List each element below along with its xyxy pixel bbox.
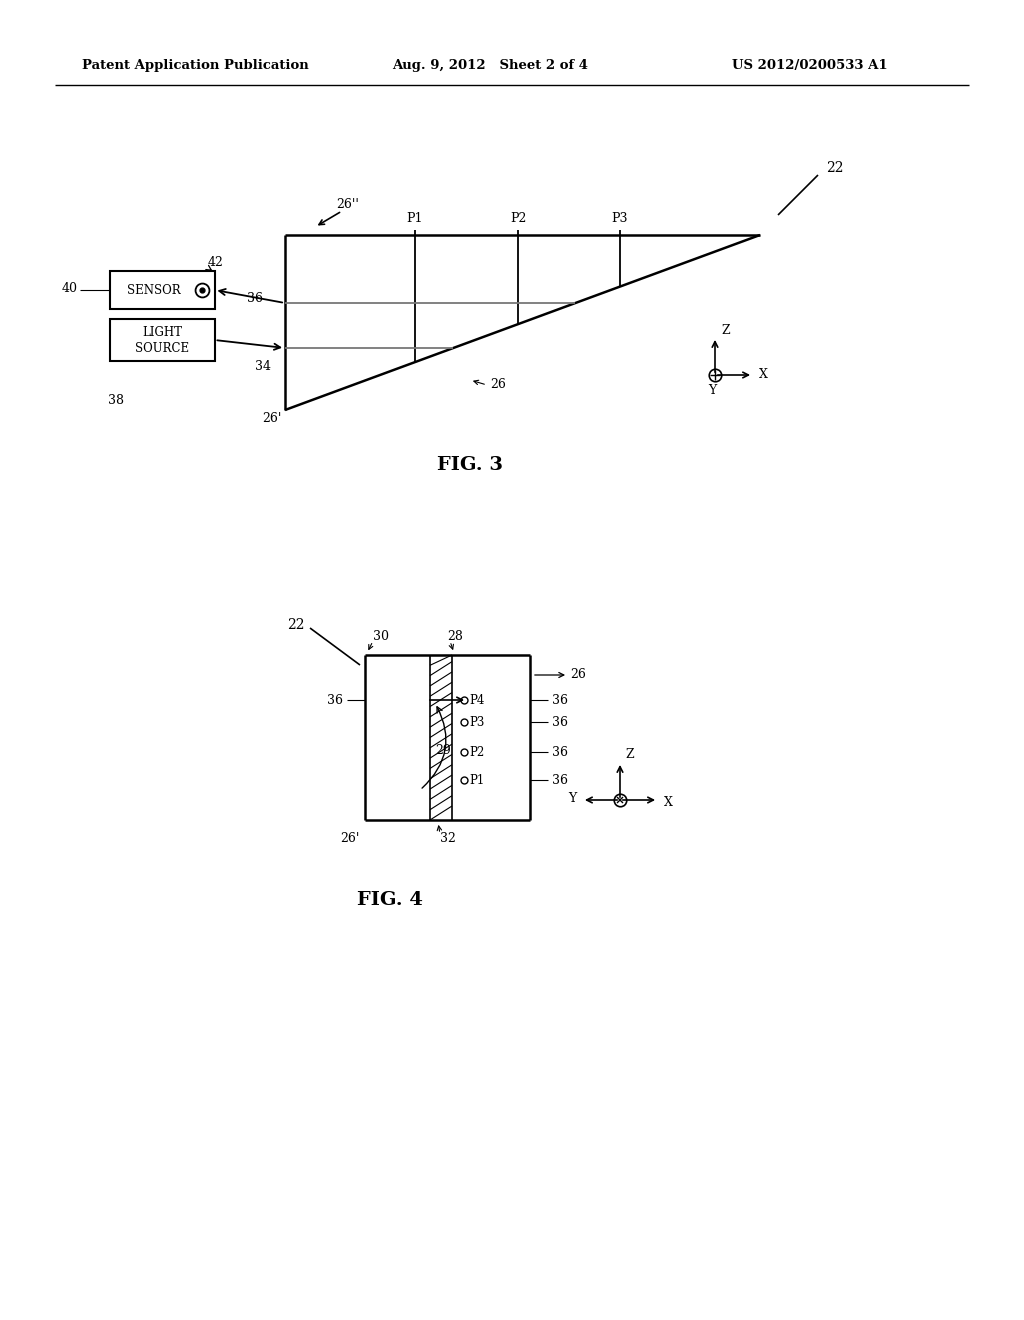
Text: P2: P2: [510, 213, 526, 226]
Text: P1: P1: [407, 213, 423, 226]
Text: FIG. 3: FIG. 3: [437, 455, 503, 474]
Text: P3: P3: [611, 213, 629, 226]
Text: 26'': 26'': [336, 198, 358, 211]
Text: 22: 22: [826, 161, 844, 176]
Text: Aug. 9, 2012   Sheet 2 of 4: Aug. 9, 2012 Sheet 2 of 4: [392, 58, 588, 71]
Text: 28: 28: [447, 631, 463, 644]
Text: P1: P1: [469, 774, 484, 787]
Text: 36: 36: [552, 693, 568, 706]
Text: P2: P2: [469, 746, 484, 759]
Text: 38: 38: [108, 393, 124, 407]
Text: P3: P3: [469, 715, 484, 729]
Text: P4: P4: [469, 693, 484, 706]
Text: 36: 36: [327, 693, 343, 706]
Text: 32: 32: [440, 832, 456, 845]
Text: 30: 30: [373, 631, 389, 644]
Text: 22: 22: [288, 618, 305, 632]
Text: 36: 36: [552, 715, 568, 729]
Text: 29: 29: [435, 743, 451, 756]
Text: Z: Z: [625, 748, 634, 762]
Text: US 2012/0200533 A1: US 2012/0200533 A1: [732, 58, 888, 71]
Text: 26': 26': [262, 412, 282, 425]
Text: 40: 40: [62, 281, 78, 294]
Text: SOURCE: SOURCE: [135, 342, 189, 355]
Text: Z: Z: [721, 325, 730, 338]
Text: Patent Application Publication: Patent Application Publication: [82, 58, 308, 71]
Text: 26: 26: [490, 379, 506, 392]
Bar: [110, 271, 214, 309]
Text: 26: 26: [570, 668, 586, 681]
Text: SENSOR: SENSOR: [127, 284, 181, 297]
Text: Y: Y: [708, 384, 716, 397]
Text: X: X: [759, 368, 768, 381]
Text: 42: 42: [208, 256, 224, 269]
Text: 36: 36: [247, 292, 263, 305]
Text: 36: 36: [552, 746, 568, 759]
Text: Y: Y: [567, 792, 575, 804]
Text: X: X: [664, 796, 673, 808]
Bar: [110, 319, 214, 360]
Text: FIG. 4: FIG. 4: [357, 891, 423, 909]
Text: 26': 26': [341, 832, 360, 845]
Text: LIGHT: LIGHT: [142, 326, 182, 338]
Text: 36: 36: [552, 774, 568, 787]
Text: 34: 34: [255, 359, 271, 372]
